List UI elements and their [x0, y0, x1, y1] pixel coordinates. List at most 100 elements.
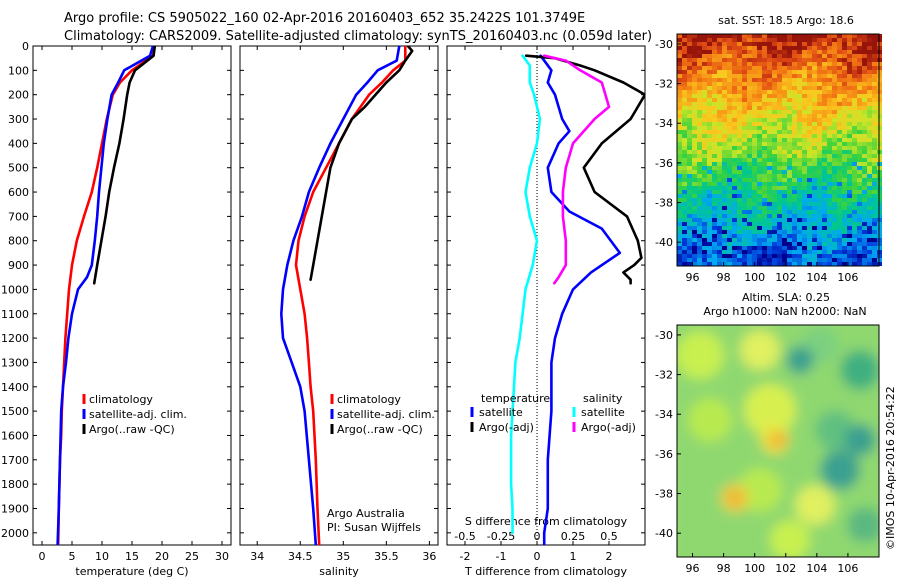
sst-cell [712, 66, 717, 70]
sst-cell [747, 146, 752, 150]
sst-cell [782, 194, 787, 198]
sst-cell [827, 102, 832, 106]
sst-cell [792, 70, 797, 74]
sst-cell [847, 174, 852, 178]
sst-cell [787, 230, 792, 234]
sst-cell [752, 142, 757, 146]
sst-cell [687, 222, 692, 226]
sst-cell [807, 222, 812, 226]
sst-cell [777, 210, 782, 214]
sst-cell [747, 194, 752, 198]
sst-cell [757, 170, 762, 174]
sst-cell [747, 58, 752, 62]
sst-cell [872, 182, 877, 186]
sst-cell [717, 134, 722, 138]
sst-cell [867, 98, 872, 102]
sst-cell [677, 122, 682, 126]
sst-cell [737, 62, 742, 66]
sst-cell [702, 134, 707, 138]
sst-cell [712, 226, 717, 230]
sst-cell [787, 174, 792, 178]
sst-cell [807, 98, 812, 102]
sst-cell [832, 54, 837, 58]
sst-cell [762, 258, 767, 262]
sst-cell [777, 242, 782, 246]
sst-cell [682, 238, 687, 242]
sst-map-title: sat. SST: 18.5 Argo: 18.6 [718, 14, 854, 27]
sst-cell [812, 258, 817, 262]
sst-cell [847, 162, 852, 166]
sst-cell [752, 170, 757, 174]
sst-cell [867, 230, 872, 234]
sst-cell [752, 230, 757, 234]
sst-cell [737, 166, 742, 170]
sst-cell [797, 50, 802, 54]
sst-cell [762, 58, 767, 62]
sst-cell [867, 242, 872, 246]
sst-cell [752, 74, 757, 78]
sst-cell [727, 46, 732, 50]
sst-cell [797, 66, 802, 70]
sst-cell [872, 194, 877, 198]
sst-cell [832, 154, 837, 158]
sst-cell [827, 246, 832, 250]
sst-cell [692, 142, 697, 146]
sst-cell [742, 214, 747, 218]
sst-cell [742, 150, 747, 154]
sst-cell [697, 106, 702, 110]
sst-cell [742, 186, 747, 190]
sst-cell [837, 126, 842, 130]
sst-cell [747, 226, 752, 230]
sst-cell [807, 166, 812, 170]
sst-cell [852, 218, 857, 222]
sst-cell [792, 206, 797, 210]
sst-cell [782, 178, 787, 182]
sst-cell [862, 210, 867, 214]
sst-cell [772, 90, 777, 94]
sst-cell [722, 78, 727, 82]
sst-cell [832, 158, 837, 162]
sst-cell [777, 170, 782, 174]
sst-cell [827, 62, 832, 66]
sst-cell [752, 158, 757, 162]
sst-cell [852, 78, 857, 82]
sst-cell [842, 190, 847, 194]
sst-cell [792, 214, 797, 218]
sst-cell [732, 62, 737, 66]
sst-cell [782, 198, 787, 202]
sst-cell [787, 106, 792, 110]
sst-cell [802, 186, 807, 190]
sst-cell [827, 222, 832, 226]
sst-cell [732, 250, 737, 254]
sst-cell [742, 262, 747, 266]
sst-cell [772, 198, 777, 202]
sst-cell [842, 226, 847, 230]
sst-cell [777, 162, 782, 166]
sst-cell [757, 118, 762, 122]
sst-cell [787, 58, 792, 62]
sst-cell [807, 82, 812, 86]
sst-cell [702, 50, 707, 54]
sst-cell [837, 210, 842, 214]
sst-cell [757, 50, 762, 54]
sst-cell [842, 202, 847, 206]
sst-cell [707, 186, 712, 190]
sst-cell [767, 54, 772, 58]
sst-cell [822, 90, 827, 94]
sst-cell [677, 134, 682, 138]
sst-cell [727, 38, 732, 42]
sst-cell [782, 230, 787, 234]
s-tick-label: -0.25 [487, 530, 515, 543]
sst-cell [742, 218, 747, 222]
sst-cell [682, 62, 687, 66]
sst-cell [752, 234, 757, 238]
sst-cell [712, 134, 717, 138]
sst-cell [792, 218, 797, 222]
sst-cell [757, 214, 762, 218]
sst-cell [682, 178, 687, 182]
x-tick-label: 15 [125, 550, 139, 563]
sst-cell [762, 234, 767, 238]
sst-cell [697, 62, 702, 66]
sla-blob [786, 346, 814, 374]
sst-cell [752, 254, 757, 258]
